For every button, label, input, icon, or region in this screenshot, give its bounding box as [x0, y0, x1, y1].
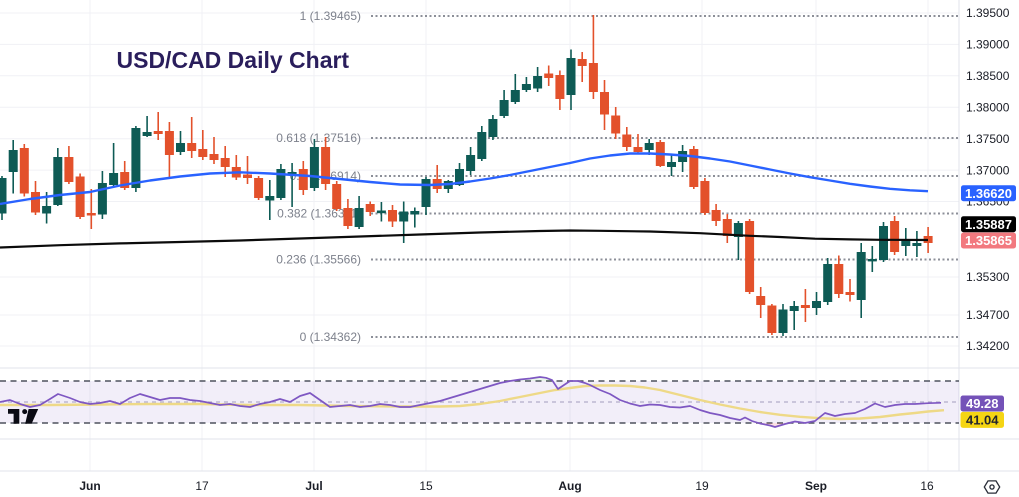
svg-text:16: 16 [920, 479, 934, 493]
svg-text:15: 15 [419, 479, 433, 493]
svg-text:1.34700: 1.34700 [966, 308, 1010, 322]
svg-text:49.28: 49.28 [966, 396, 999, 411]
svg-text:1.35300: 1.35300 [966, 270, 1010, 284]
svg-text:41.04: 41.04 [966, 413, 999, 428]
svg-text:Aug: Aug [558, 479, 581, 493]
svg-text:0.236 (1.35566): 0.236 (1.35566) [276, 253, 361, 267]
svg-text:1.37500: 1.37500 [966, 132, 1010, 146]
svg-text:1.37000: 1.37000 [966, 163, 1010, 177]
svg-text:1.35865: 1.35865 [965, 233, 1012, 248]
svg-text:19: 19 [695, 479, 709, 493]
svg-text:0 (1.34362): 0 (1.34362) [300, 330, 361, 344]
svg-text:1.36620: 1.36620 [965, 186, 1012, 201]
svg-text:Jul: Jul [305, 479, 322, 493]
svg-text:1.39000: 1.39000 [966, 38, 1010, 52]
svg-text:1.34200: 1.34200 [966, 339, 1010, 353]
svg-text:0.618 (1.37516): 0.618 (1.37516) [276, 131, 361, 145]
svg-text:Jun: Jun [79, 479, 100, 493]
svg-text:Sep: Sep [805, 479, 827, 493]
svg-text:1.35887: 1.35887 [965, 217, 1012, 232]
svg-text:17: 17 [195, 479, 209, 493]
svg-text:1.38000: 1.38000 [966, 100, 1010, 114]
svg-text:0.382 (1.36311): 0.382 (1.36311) [277, 207, 361, 221]
svg-text:1.39500: 1.39500 [966, 6, 1010, 20]
svg-text:1.38500: 1.38500 [966, 69, 1010, 83]
svg-text:USD/CAD Daily Chart: USD/CAD Daily Chart [117, 47, 350, 73]
svg-text:1 (1.39465): 1 (1.39465) [300, 9, 361, 23]
